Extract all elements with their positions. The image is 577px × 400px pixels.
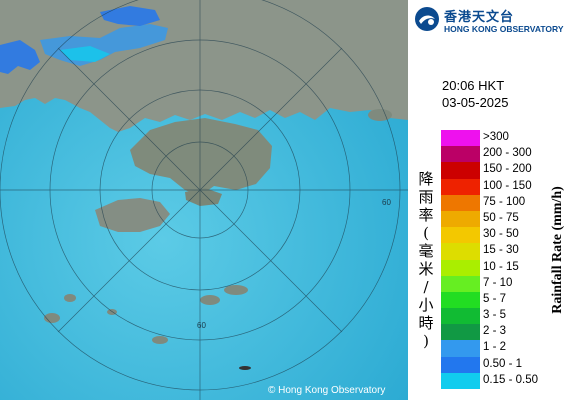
legend-row: 0.50 - 1: [441, 356, 571, 373]
legend-label: 50 - 75: [483, 211, 519, 224]
legend-panel: 香港天文台 HONG KONG OBSERVATORY 20:06 HKT 03…: [408, 0, 577, 400]
island: [152, 336, 168, 344]
legend-label: 1 - 2: [483, 341, 507, 354]
legend-swatch: [441, 227, 480, 244]
org-name-chinese: 香港天文台: [444, 10, 515, 25]
legend-swatch: [441, 356, 480, 373]
legend-title-chinese: 降雨率(毫米 / 小時): [418, 170, 434, 350]
timestamp-time: 20:06 HKT: [442, 78, 505, 93]
lantau-island: [95, 198, 170, 232]
legend-row: 15 - 30: [441, 243, 571, 260]
legend-swatch: [441, 340, 480, 357]
legend-swatch: [441, 178, 480, 195]
legend-label: 15 - 30: [483, 244, 519, 257]
radar-map: 60 60 © Hong Kong Observatory: [0, 0, 408, 400]
legend-swatch: [441, 308, 480, 325]
legend-label: 10 - 15: [483, 260, 519, 273]
radar-map-canvas: 60 60: [0, 0, 408, 400]
legend-row: 150 - 200: [441, 162, 571, 179]
legend-label: 30 - 50: [483, 228, 519, 241]
range-rings: [0, 0, 408, 400]
timestamp-date: 03-05-2025: [442, 95, 509, 110]
legend-row: 200 - 300: [441, 146, 571, 163]
legend-label: 75 - 100: [483, 195, 526, 208]
legend-swatch: [441, 275, 480, 292]
legend-label: 5 - 7: [483, 292, 507, 305]
copyright-text: © Hong Kong Observatory: [268, 385, 386, 396]
hko-logo-icon: [415, 7, 439, 31]
legend-row: 0.15 - 0.50: [441, 372, 571, 389]
legend-row: 100 - 150: [441, 178, 571, 195]
range-ring-label: 60: [197, 321, 206, 330]
legend-label: 150 - 200: [483, 163, 532, 176]
legend-swatch: [441, 146, 480, 163]
legend-label: 3 - 5: [483, 309, 507, 322]
legend-label: 2 - 3: [483, 325, 507, 338]
legend-row: 1 - 2: [441, 340, 571, 357]
legend-row: 30 - 50: [441, 227, 571, 244]
mainland-land: [0, 0, 408, 132]
legend-label: 7 - 10: [483, 276, 513, 289]
legend-row: 7 - 10: [441, 275, 571, 292]
legend-swatch: [441, 259, 480, 276]
legend-swatch: [441, 291, 480, 309]
legend-row: >300: [441, 130, 571, 147]
legend-title-english: Rainfall Rate (mm/h): [550, 186, 565, 314]
legend-row: 10 - 15: [441, 259, 571, 276]
legend-swatch: [441, 194, 480, 211]
legend-row: 50 - 75: [441, 210, 571, 228]
legend-row: 5 - 7: [441, 291, 571, 309]
legend-label: 200 - 300: [483, 147, 532, 160]
org-name-english: HONG KONG OBSERVATORY: [444, 24, 564, 34]
legend-label: >300: [483, 131, 509, 143]
legend-swatch: [441, 162, 480, 179]
legend-row: 2 - 3: [441, 324, 571, 341]
island: [224, 285, 248, 295]
island: [239, 366, 251, 370]
island: [64, 294, 76, 302]
legend-swatch: [441, 210, 480, 228]
legend-swatch: [441, 372, 480, 389]
legend-label: 0.15 - 0.50: [483, 373, 538, 386]
range-ring-label: 60: [382, 198, 391, 207]
island: [200, 295, 220, 305]
legend-swatch: [441, 243, 480, 260]
rainfall-legend: >300 200 - 300 150 - 200 100 - 150 75 - 100 5…: [441, 130, 571, 389]
legend-label: 100 - 150: [483, 179, 532, 192]
legend-swatch: [441, 324, 480, 341]
hong-kong-island: [185, 188, 222, 206]
island: [368, 109, 392, 121]
hong-kong-territory: [130, 118, 272, 196]
legend-row: 3 - 5: [441, 308, 571, 325]
legend-swatch: [441, 130, 480, 147]
legend-label: 0.50 - 1: [483, 357, 522, 370]
rain-echoes: [0, 6, 168, 74]
legend-row: 75 - 100: [441, 194, 571, 211]
